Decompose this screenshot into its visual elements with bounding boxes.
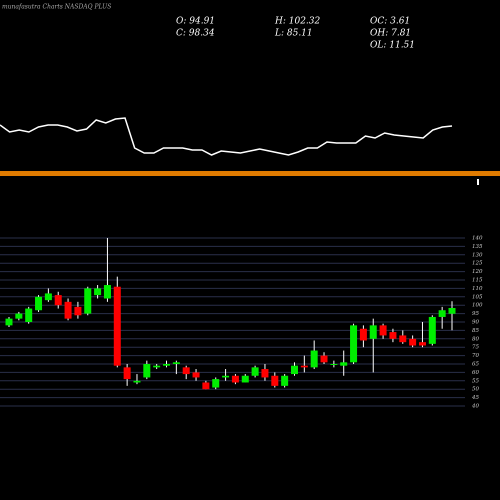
y-tick-label: 140 xyxy=(472,236,483,242)
header-value: OC: 3.61 xyxy=(370,17,410,27)
header-value: L: 85.11 xyxy=(274,29,313,39)
candle-body xyxy=(428,316,436,344)
candle-body xyxy=(64,301,72,319)
candle-body xyxy=(350,325,358,363)
candle-body xyxy=(369,325,377,339)
candle-body xyxy=(222,375,230,378)
candle-body xyxy=(5,318,13,326)
candle-body xyxy=(163,364,171,366)
candle-body xyxy=(399,335,407,343)
chart-title: munafasutra Charts NASDAQ PLUS xyxy=(2,4,111,11)
candle-body xyxy=(409,338,417,346)
y-tick-label: 105 xyxy=(472,294,483,300)
candle-body xyxy=(271,375,279,386)
y-tick-label: 90 xyxy=(472,320,479,326)
candle-body xyxy=(172,362,180,364)
candle-body xyxy=(418,342,426,346)
y-tick-label: 75 xyxy=(472,345,479,351)
marker xyxy=(477,179,479,185)
header-value: H: 102.32 xyxy=(274,17,321,27)
candle-body xyxy=(153,365,161,368)
candle-body xyxy=(359,328,367,341)
candle-body xyxy=(320,355,328,363)
candle-body xyxy=(44,293,52,301)
y-tick-label: 110 xyxy=(472,286,483,292)
candle-body xyxy=(379,325,387,336)
candle-body xyxy=(290,365,298,375)
candle-body xyxy=(192,372,200,378)
y-tick-label: 95 xyxy=(472,311,479,317)
y-tick-label: 120 xyxy=(472,269,483,275)
y-tick-label: 80 xyxy=(472,336,479,342)
candle-body xyxy=(182,367,190,375)
candle-body xyxy=(340,362,348,366)
y-tick-label: 115 xyxy=(472,278,483,284)
candle-body xyxy=(35,296,43,311)
candle-body xyxy=(330,364,338,365)
y-tick-label: 135 xyxy=(472,244,483,250)
candle-body xyxy=(74,306,82,316)
separator-band xyxy=(0,171,500,176)
candle-body xyxy=(241,375,249,383)
candle-body xyxy=(113,286,121,366)
y-tick-label: 60 xyxy=(472,370,479,376)
y-tick-label: 85 xyxy=(472,328,479,334)
candle-body xyxy=(281,375,289,386)
y-tick-label: 130 xyxy=(472,252,483,258)
candle-body xyxy=(54,295,62,306)
candle-body xyxy=(231,375,239,383)
header-value: O: 94.91 xyxy=(176,17,215,27)
y-tick-label: 65 xyxy=(472,362,479,368)
candle-body xyxy=(202,382,210,390)
candle-body xyxy=(15,313,23,319)
y-tick-label: 40 xyxy=(471,404,479,410)
candle-body xyxy=(123,367,131,380)
y-tick-label: 125 xyxy=(472,261,483,267)
y-tick-label: 45 xyxy=(471,395,479,401)
candle-body xyxy=(251,367,259,376)
candle-body xyxy=(438,310,446,317)
candle-body xyxy=(94,288,102,296)
candle-body xyxy=(84,288,92,314)
header-value: OL: 11.51 xyxy=(370,41,415,51)
candle-body xyxy=(25,308,33,322)
candle-body xyxy=(212,379,220,388)
candle-body xyxy=(261,369,269,378)
header-value: C: 98.34 xyxy=(176,29,215,39)
candle-body xyxy=(103,285,111,299)
y-tick-label: 100 xyxy=(472,303,483,309)
candle-body xyxy=(300,365,308,368)
candle-body xyxy=(310,350,318,368)
y-tick-label: 55 xyxy=(472,378,479,384)
y-tick-label: 50 xyxy=(472,387,479,393)
candle-body xyxy=(389,332,397,339)
candle-body xyxy=(133,380,141,383)
candle-body xyxy=(448,307,456,314)
header-value: OH: 7.81 xyxy=(370,29,411,39)
indicator-line xyxy=(0,117,453,156)
y-tick-label: 70 xyxy=(472,353,479,359)
candle-body xyxy=(143,364,151,378)
